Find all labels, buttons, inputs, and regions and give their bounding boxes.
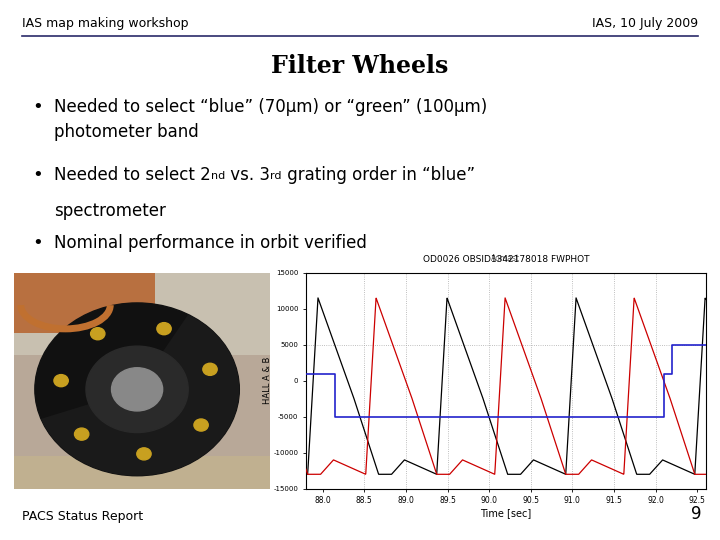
Wedge shape <box>41 314 239 476</box>
Circle shape <box>112 368 163 411</box>
Text: 9: 9 <box>691 505 702 523</box>
Circle shape <box>54 375 68 387</box>
Circle shape <box>194 419 208 431</box>
Bar <box>14 456 270 489</box>
Circle shape <box>157 322 171 335</box>
Text: •: • <box>32 98 43 116</box>
Text: nd: nd <box>211 171 225 181</box>
Bar <box>14 273 155 333</box>
Text: IAS, 10 July 2009: IAS, 10 July 2009 <box>593 17 698 30</box>
Text: rd: rd <box>270 171 282 181</box>
Text: PACS Status Report: PACS Status Report <box>22 510 143 523</box>
Y-axis label: HALL A & B: HALL A & B <box>263 357 272 404</box>
Bar <box>14 273 270 355</box>
Circle shape <box>35 303 239 476</box>
Text: IAS map making workshop: IAS map making workshop <box>22 17 188 30</box>
Text: Needed to select 2: Needed to select 2 <box>54 166 211 184</box>
Circle shape <box>137 448 151 460</box>
Text: •: • <box>32 234 43 252</box>
Text: •: • <box>32 166 43 184</box>
Text: Nominal performance in orbit verified: Nominal performance in orbit verified <box>54 234 367 252</box>
Text: Needed to select “blue” (70μm) or “green” (100μm)
photometer band: Needed to select “blue” (70μm) or “green… <box>54 98 487 140</box>
Text: grating order in “blue”: grating order in “blue” <box>282 166 474 184</box>
Text: Aomast: Aomast <box>491 254 521 263</box>
Circle shape <box>86 346 188 433</box>
Title: OD0026 OBSID1342178018 FWPHOT: OD0026 OBSID1342178018 FWPHOT <box>423 254 589 264</box>
X-axis label: Time [sec]: Time [sec] <box>480 508 531 518</box>
Text: spectrometer: spectrometer <box>54 202 166 220</box>
Circle shape <box>74 428 89 440</box>
Circle shape <box>203 363 217 375</box>
Text: vs. 3: vs. 3 <box>225 166 270 184</box>
Text: Filter Wheels: Filter Wheels <box>271 54 449 78</box>
Circle shape <box>91 328 105 340</box>
